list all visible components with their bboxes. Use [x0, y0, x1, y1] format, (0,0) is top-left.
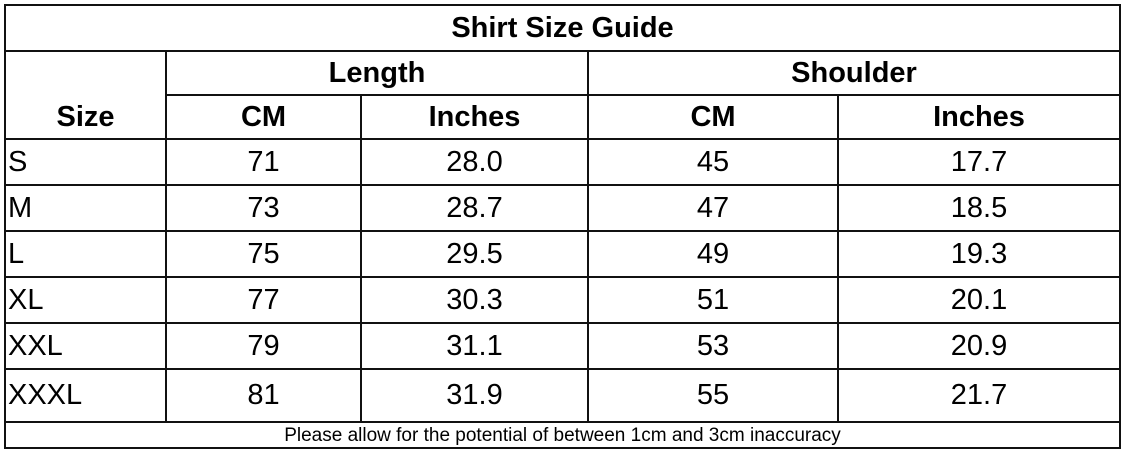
length-inches-cell: 29.5	[360, 230, 589, 278]
size-cell: XXXL	[4, 368, 167, 423]
table-title: Shirt Size Guide	[4, 4, 1121, 52]
shoulder-cm-cell: 47	[587, 184, 839, 232]
shoulder-inches-cell: 19.3	[837, 230, 1121, 278]
shoulder-inches-cell: 21.7	[837, 368, 1121, 423]
length-inches-cell: 31.1	[360, 322, 589, 370]
size-cell: S	[4, 138, 167, 186]
table-row: XXXL 81 31.9 55 21.7	[4, 368, 1121, 423]
shoulder-cm-cell: 49	[587, 230, 839, 278]
shoulder-inches-header: Inches	[837, 94, 1121, 140]
length-inches-cell: 30.3	[360, 276, 589, 324]
length-cm-cell: 79	[165, 322, 362, 370]
length-cm-cell: 81	[165, 368, 362, 423]
size-guide-table: Shirt Size Guide Size Length Shoulder CM…	[4, 4, 1121, 449]
shoulder-cm-cell: 53	[587, 322, 839, 370]
size-cell: M	[4, 184, 167, 232]
length-cm-cell: 77	[165, 276, 362, 324]
shoulder-cm-cell: 55	[587, 368, 839, 423]
length-inches-cell: 31.9	[360, 368, 589, 423]
table-row: XL 77 30.3 51 20.1	[4, 276, 1121, 324]
shoulder-inches-cell: 17.7	[837, 138, 1121, 186]
size-cell: XL	[4, 276, 167, 324]
table-row: XXL 79 31.1 53 20.9	[4, 322, 1121, 370]
size-header: Size	[4, 50, 167, 140]
size-cell: L	[4, 230, 167, 278]
length-inches-header: Inches	[360, 94, 589, 140]
length-cm-cell: 73	[165, 184, 362, 232]
shoulder-cm-cell: 45	[587, 138, 839, 186]
shoulder-inches-cell: 18.5	[837, 184, 1121, 232]
length-inches-cell: 28.0	[360, 138, 589, 186]
shoulder-cm-header: CM	[587, 94, 839, 140]
shoulder-inches-cell: 20.9	[837, 322, 1121, 370]
footer-note: Please allow for the potential of betwee…	[4, 421, 1121, 449]
length-header: Length	[165, 50, 589, 96]
shoulder-inches-cell: 20.1	[837, 276, 1121, 324]
length-cm-header: CM	[165, 94, 362, 140]
table-row: S 71 28.0 45 17.7	[4, 138, 1121, 186]
shoulder-header: Shoulder	[587, 50, 1121, 96]
size-cell: XXL	[4, 322, 167, 370]
table-row: L 75 29.5 49 19.3	[4, 230, 1121, 278]
length-cm-cell: 75	[165, 230, 362, 278]
length-cm-cell: 71	[165, 138, 362, 186]
table-row: M 73 28.7 47 18.5	[4, 184, 1121, 232]
length-inches-cell: 28.7	[360, 184, 589, 232]
shoulder-cm-cell: 51	[587, 276, 839, 324]
